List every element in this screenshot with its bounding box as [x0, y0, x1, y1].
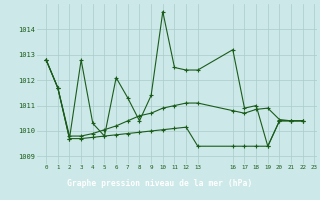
- Text: Graphe pression niveau de la mer (hPa): Graphe pression niveau de la mer (hPa): [68, 180, 252, 188]
